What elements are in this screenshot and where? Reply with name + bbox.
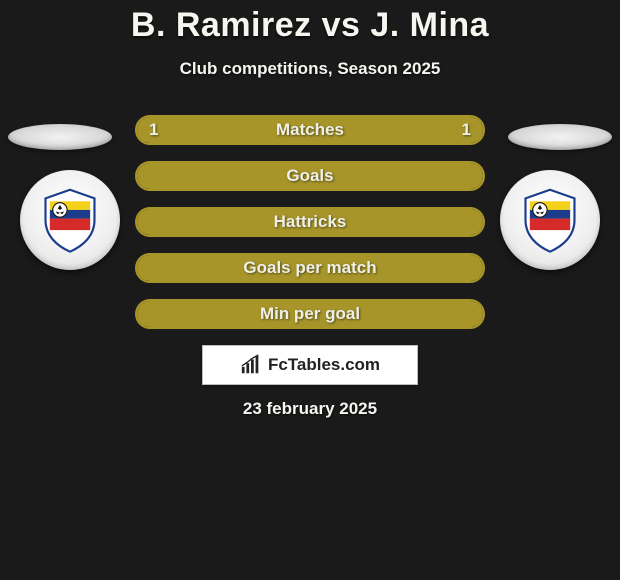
stat-row: Goals per match [135, 253, 485, 283]
stat-row: Matches1 1 [135, 115, 485, 145]
stat-value-right: 1 [462, 117, 471, 143]
date-label: 23 february 2025 [0, 399, 620, 419]
stat-row: Goals [135, 161, 485, 191]
stat-label: Goals per match [137, 255, 483, 281]
page-title: B. Ramirez vs J. Mina [0, 0, 620, 45]
bar-chart-icon [240, 354, 262, 376]
club-badge-left [20, 170, 120, 270]
stat-row: Hattricks [135, 207, 485, 237]
stat-value-left: 1 [149, 117, 158, 143]
brand-watermark: FcTables.com [202, 345, 418, 385]
club-badge-right [500, 170, 600, 270]
brand-text: FcTables.com [268, 355, 380, 375]
player-right-ellipse [508, 124, 612, 150]
player-left-ellipse [8, 124, 112, 150]
club-crest-icon [34, 184, 106, 256]
club-crest-icon [514, 184, 586, 256]
stat-label: Matches [137, 117, 483, 143]
stat-label: Hattricks [137, 209, 483, 235]
subtitle: Club competitions, Season 2025 [0, 59, 620, 79]
stat-label: Min per goal [137, 301, 483, 327]
stat-label: Goals [137, 163, 483, 189]
stat-row: Min per goal [135, 299, 485, 329]
